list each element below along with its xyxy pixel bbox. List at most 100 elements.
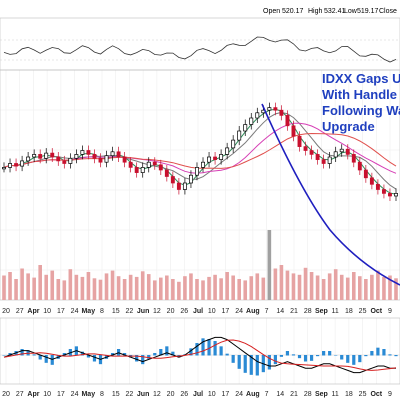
volume-bar: [351, 272, 356, 300]
volume-bar: [50, 270, 55, 300]
candle-body: [176, 182, 181, 190]
x-tick-lower: 7: [265, 391, 269, 398]
volume-bar: [364, 279, 368, 300]
volume-bars: [2, 230, 398, 300]
x-tick-upper: 27: [16, 308, 24, 315]
volume-bar: [279, 265, 284, 300]
macd-hist-bar: [340, 355, 344, 360]
macd-hist-bar: [110, 353, 115, 356]
macd-hist-bar: [159, 349, 163, 356]
volume-bar: [122, 279, 127, 300]
macd-hist-bar: [2, 355, 6, 356]
candle-body: [339, 148, 344, 153]
candle-body: [237, 130, 242, 141]
macd-hist-bar: [346, 355, 350, 363]
candle-body: [303, 146, 308, 151]
x-tick-lower: 24: [235, 391, 243, 398]
x-tick-upper: Jul: [193, 308, 203, 315]
macd-hist-bar: [207, 339, 211, 356]
x-tick-upper: 28: [304, 308, 312, 315]
volume-bar: [358, 276, 362, 300]
volume-bar: [62, 280, 67, 300]
macd-hist-bar: [376, 347, 380, 356]
macd-hist-bar: [32, 354, 36, 356]
candle-body: [170, 176, 175, 184]
volume-bar: [20, 268, 24, 300]
macd-hist-bar: [255, 355, 259, 376]
macd-hist-bar: [171, 351, 175, 356]
macd-hist-bar: [141, 355, 145, 365]
candle-body: [207, 156, 211, 163]
macd-hist-bar: [267, 355, 271, 370]
candle-body: [231, 139, 236, 149]
volume-bar: [92, 278, 97, 300]
x-tick-upper: Apr: [27, 308, 39, 315]
candle-body: [255, 112, 260, 119]
candle-body: [201, 161, 205, 168]
volume-bar: [297, 274, 302, 300]
macd-hist-bar: [358, 355, 362, 363]
cup-arc-line: [261, 103, 400, 286]
volume-bar: [74, 274, 79, 300]
candle-body: [92, 154, 97, 159]
macd-hist-bar: [273, 355, 277, 365]
x-axis-upper: 20 27 Apr 10 17 24 May 8 15 22 Jun 12 20 26 Jul 10 17 24 A…: [2, 308, 392, 315]
x-tick-upper: 10: [43, 308, 51, 315]
macd-hist-bar: [279, 355, 284, 357]
candle-body: [225, 147, 230, 155]
x-tick-lower: 22: [126, 391, 134, 398]
x-tick-upper: May: [81, 308, 95, 315]
candle-body: [182, 182, 187, 190]
volume-bar: [146, 274, 151, 300]
macd-hist-bar: [309, 355, 314, 361]
volume-bar: [315, 275, 320, 300]
macd-hist-bar: [297, 355, 302, 359]
volume-bar: [231, 275, 235, 300]
candle-body: [56, 156, 61, 162]
volume-bar: [207, 276, 211, 300]
x-tick-lower: 28: [304, 391, 312, 398]
high-value: 532.41: [324, 8, 346, 15]
x-axis-lower: 20 27 Apr 10 17 24 May 8 15 22 Jun 12 20 26 Jul 10 17 24 A…: [2, 391, 392, 398]
macd-hist-bar: [44, 355, 48, 363]
x-tick-lower: 8: [100, 391, 104, 398]
macd-hist-bar: [334, 355, 338, 356]
candle-body: [309, 150, 314, 155]
volume-bar: [183, 276, 187, 300]
candle-body: [74, 154, 79, 159]
candle-body: [116, 151, 121, 158]
volume-bar: [171, 279, 175, 300]
x-tick-lower: 17: [222, 391, 230, 398]
volume-bar: [165, 275, 169, 300]
volume-bar: [261, 277, 266, 300]
gridlines: [0, 70, 400, 384]
volume-bar: [345, 277, 350, 300]
macd-hist-bar: [388, 354, 392, 356]
macd-hist-bar: [62, 353, 66, 356]
volume-bar: [382, 276, 386, 300]
candle-body: [152, 161, 157, 166]
x-tick-upper: 20: [2, 308, 10, 315]
top-indicator-panel: [0, 17, 400, 71]
signal-line: [3, 339, 397, 371]
volume-bar: [285, 270, 290, 300]
volume-bar: [333, 269, 338, 300]
candle-body: [2, 167, 6, 170]
candle-body: [267, 107, 272, 111]
macd-hist-bar: [123, 353, 127, 356]
volume-bar: [26, 273, 30, 300]
macd-hist-bar: [382, 349, 386, 356]
macd-panel-frame: [0, 317, 400, 385]
x-tick-upper: 15: [112, 308, 120, 315]
x-tick-upper: 25: [359, 308, 367, 315]
volume-bar: [116, 276, 121, 300]
volume-bar: [44, 274, 49, 300]
x-tick-upper: 14: [276, 308, 284, 315]
candle-body: [104, 155, 109, 163]
macd-hist-bar: [291, 354, 296, 356]
candle-body: [195, 167, 199, 176]
volume-bar: [273, 268, 278, 300]
volume-bar: [38, 265, 42, 300]
x-tick-lower: 9: [388, 391, 392, 398]
